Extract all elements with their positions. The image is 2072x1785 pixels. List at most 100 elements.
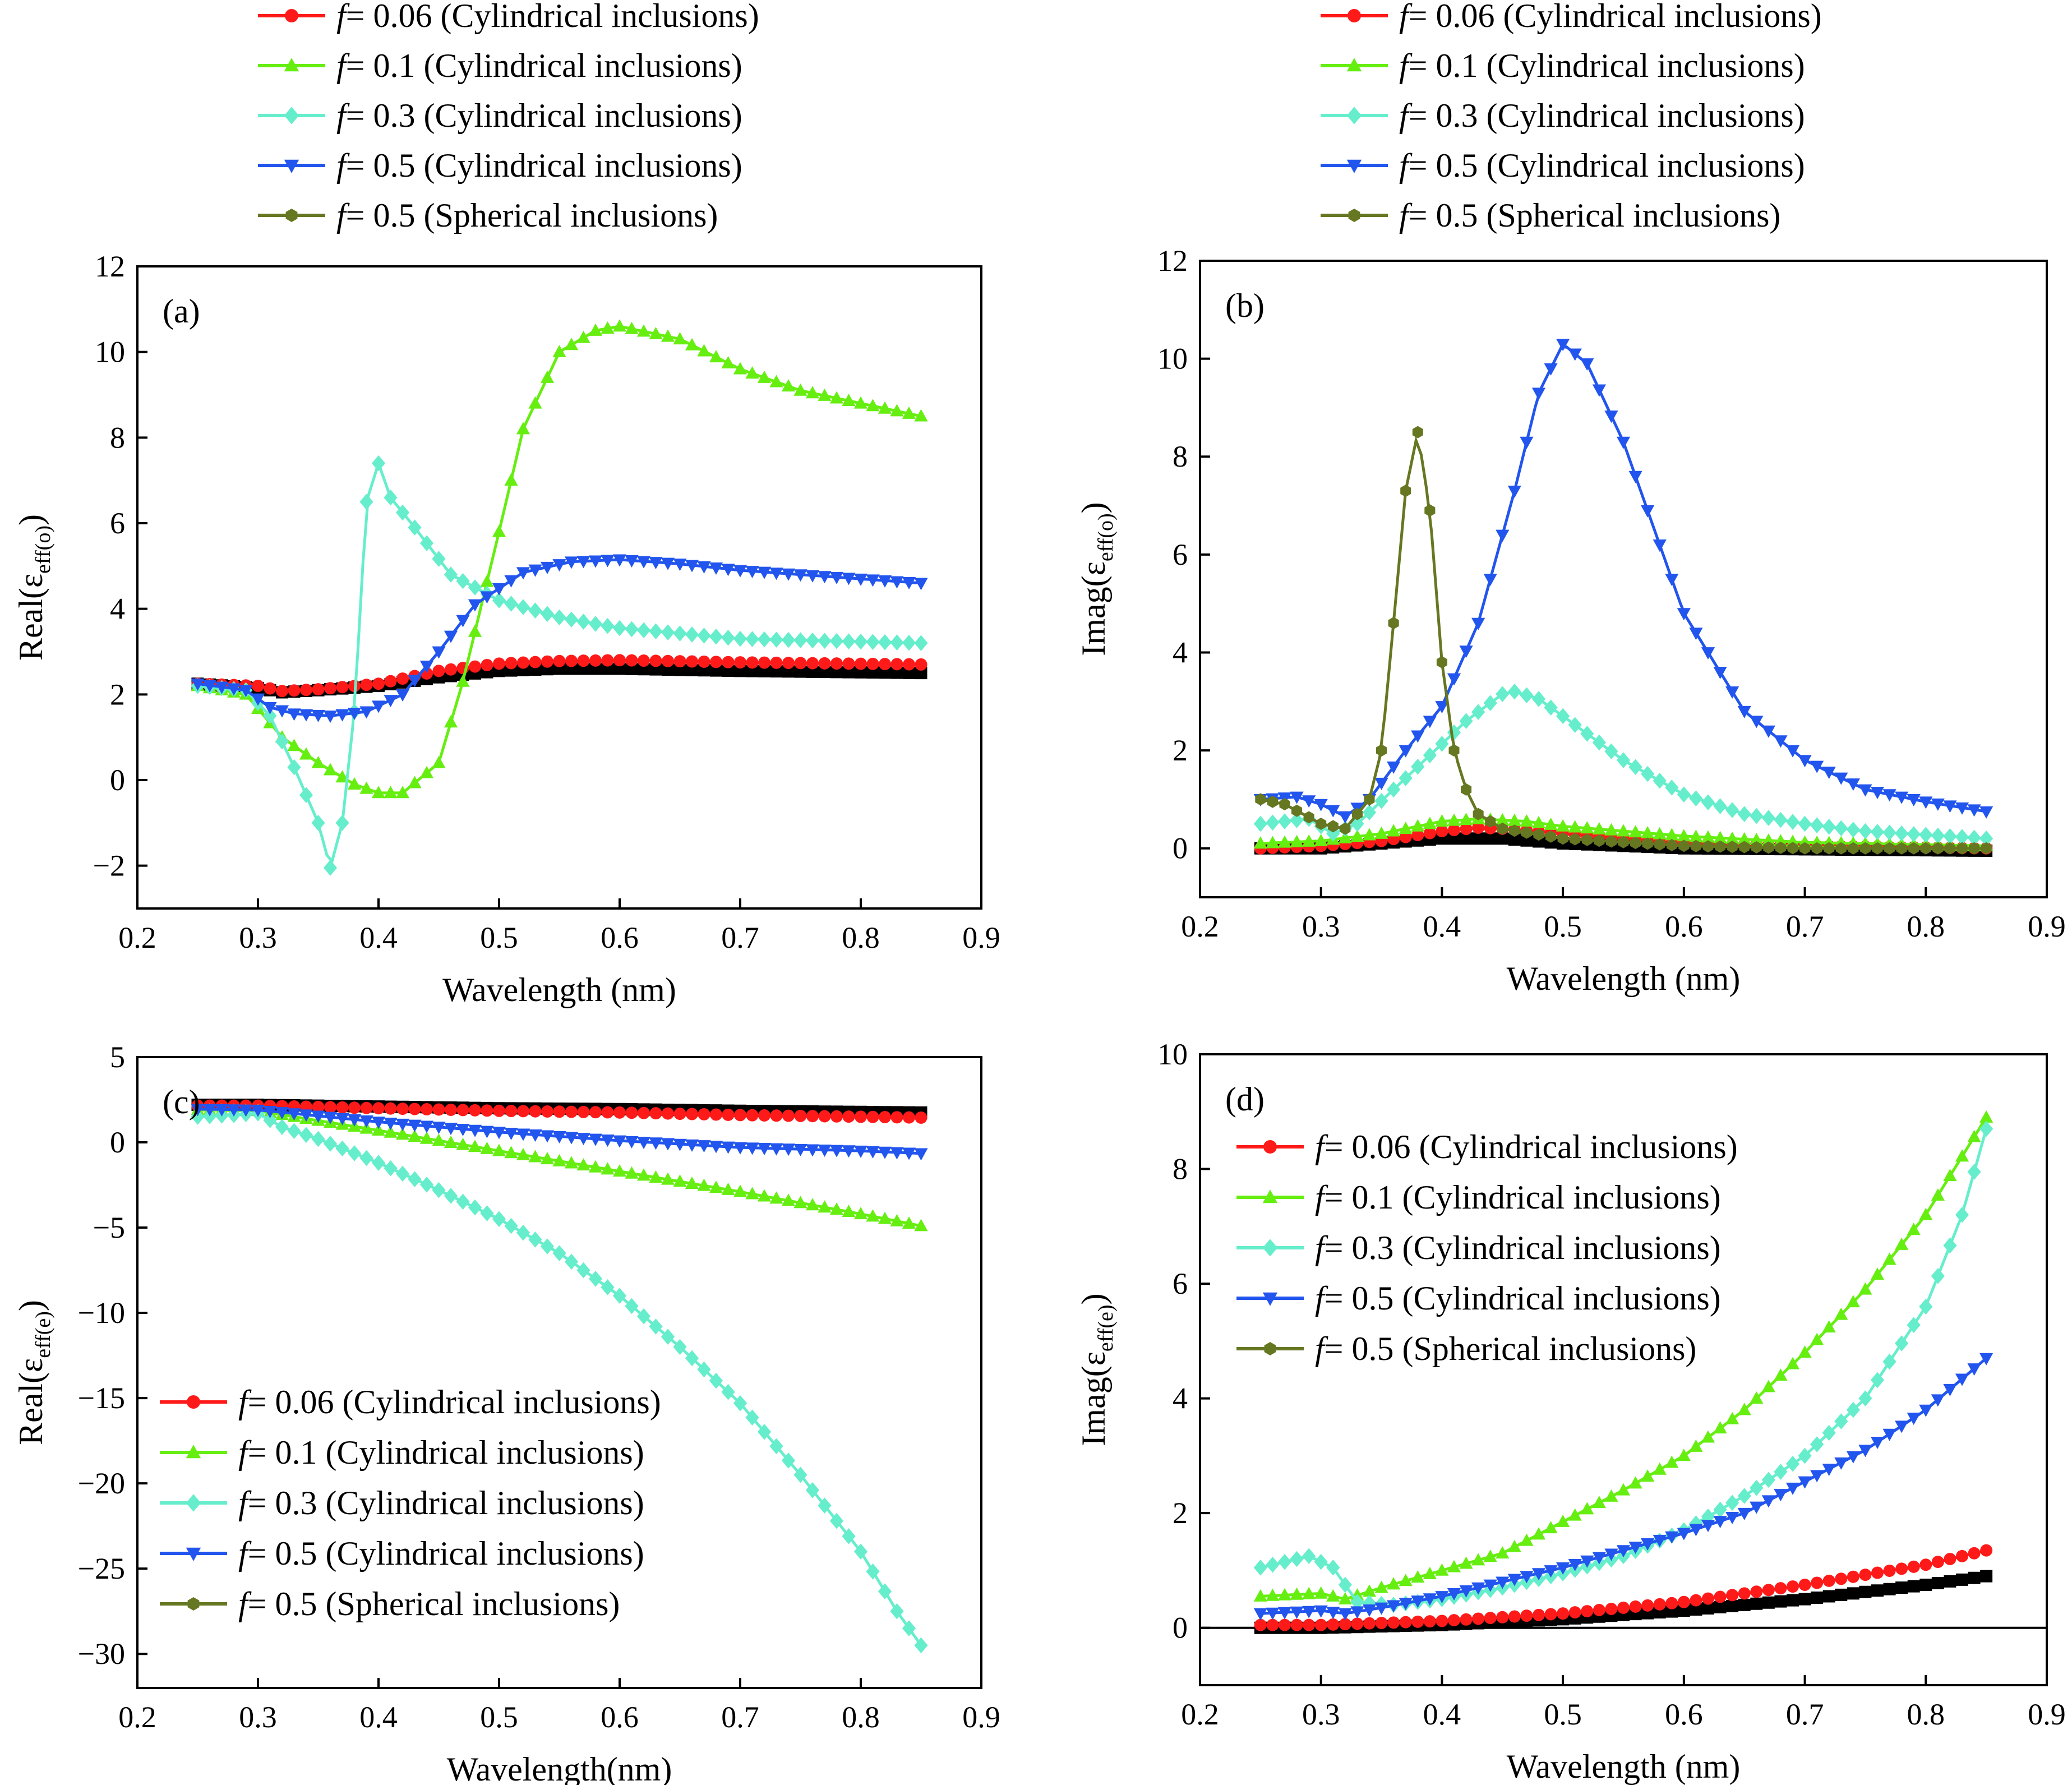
data-point xyxy=(227,683,241,696)
data-point xyxy=(636,324,651,337)
data-point xyxy=(1762,1596,1775,1609)
data-point xyxy=(1847,1587,1859,1600)
data-point xyxy=(1496,1576,1510,1589)
data-point xyxy=(1956,1573,1968,1586)
data-point xyxy=(769,631,783,648)
y-tick-label: 4 xyxy=(1173,635,1188,669)
data-point xyxy=(468,1124,482,1137)
data-point xyxy=(1895,825,1909,842)
data-point xyxy=(1931,1394,1945,1407)
data-point xyxy=(1592,1496,1606,1509)
data-point xyxy=(492,1127,506,1140)
data-point xyxy=(915,658,927,671)
data-point xyxy=(299,747,313,760)
data-point xyxy=(902,1216,916,1229)
y-tick-label: 10 xyxy=(95,335,125,369)
data-point xyxy=(1592,822,1606,834)
plot-frame xyxy=(1199,260,2048,898)
data-point xyxy=(1314,1605,1328,1618)
panel-label: (c) xyxy=(163,1083,200,1120)
y-tick-label: −5 xyxy=(93,1211,125,1244)
data-point xyxy=(1616,1483,1631,1496)
data-point xyxy=(1423,817,1437,829)
data-point xyxy=(1979,806,1993,819)
data-point xyxy=(299,787,313,804)
legend-panel-b: f= 0.06 (Cylindrical inclusions) f= 0.1 (… xyxy=(1321,0,1822,234)
data-point xyxy=(1955,802,1969,815)
data-point xyxy=(878,1146,892,1159)
data-point xyxy=(866,399,880,412)
data-point xyxy=(1277,1588,1292,1600)
data-point xyxy=(1835,1572,1848,1585)
data-point xyxy=(733,630,747,647)
data-point xyxy=(769,1143,783,1156)
data-point xyxy=(721,564,735,576)
data-point xyxy=(1737,1403,1751,1415)
data-point xyxy=(1580,821,1594,834)
data-point xyxy=(829,571,844,584)
data-point xyxy=(347,1114,362,1127)
data-point xyxy=(1834,1457,1848,1470)
data-point xyxy=(866,1146,880,1159)
data-point xyxy=(1568,820,1582,833)
data-point xyxy=(323,763,338,776)
data-point xyxy=(432,755,446,768)
legend-text: = 0.5 (Cylindrical inclusions) xyxy=(1325,1280,1721,1317)
data-point xyxy=(1545,830,1557,843)
data-point xyxy=(1785,814,1800,830)
series-f01 xyxy=(191,319,928,799)
data-point xyxy=(516,567,530,580)
data-point xyxy=(649,623,663,640)
legend-marker xyxy=(1262,1189,1278,1203)
data-point xyxy=(492,583,506,596)
data-point xyxy=(202,680,217,693)
data-point xyxy=(1677,608,1691,621)
data-point xyxy=(1653,539,1667,552)
data-point xyxy=(1399,1598,1413,1611)
series-f05c xyxy=(191,1104,928,1161)
y-axis-label: Real(εeff(o)) xyxy=(12,514,55,661)
data-point xyxy=(1471,1582,1485,1595)
data-point xyxy=(721,629,735,646)
legend-entry: f= 0.5 (Spherical inclusions) xyxy=(1236,1330,1696,1367)
data-point xyxy=(1677,829,1691,842)
data-point xyxy=(1810,1470,1824,1483)
data-point xyxy=(1326,805,1340,818)
data-point xyxy=(878,634,892,651)
data-point xyxy=(1967,829,1981,846)
data-point xyxy=(1279,798,1290,811)
x-tick-label: 0.5 xyxy=(480,1700,518,1734)
data-point xyxy=(359,1150,373,1166)
y-axis-label-part: eff(e) xyxy=(31,1311,55,1358)
legend-label: f= 0.1 (Cylindrical inclusions) xyxy=(1315,1179,1721,1216)
data-point xyxy=(384,786,398,799)
data-point xyxy=(1969,842,1980,855)
data-point xyxy=(1895,1581,1908,1594)
data-point xyxy=(818,1145,832,1157)
data-point xyxy=(1713,1501,1727,1518)
data-point xyxy=(1785,1455,1800,1472)
data-point xyxy=(396,672,409,685)
data-point xyxy=(829,633,844,649)
data-point xyxy=(540,370,555,383)
data-point xyxy=(842,657,855,670)
data-point xyxy=(1580,358,1594,371)
data-point xyxy=(673,332,687,345)
data-point xyxy=(673,663,686,676)
data-point xyxy=(1884,842,1895,855)
legend-entry: f= 0.06 (Cylindrical inclusions) xyxy=(1236,1128,1738,1165)
data-point xyxy=(1520,1609,1533,1622)
legend-text: = 0.5 (Cylindrical inclusions) xyxy=(248,1535,644,1572)
legend-label: f= 0.5 (Cylindrical inclusions) xyxy=(1399,147,1805,184)
legend-text: = 0.1 (Cylindrical inclusions) xyxy=(1409,47,1805,84)
data-point xyxy=(1399,822,1413,834)
data-point xyxy=(1834,772,1848,785)
data-point xyxy=(1725,802,1739,818)
data-point xyxy=(456,1193,470,1210)
data-point xyxy=(504,1217,518,1234)
data-point xyxy=(1919,1558,1932,1571)
data-point xyxy=(769,375,783,388)
data-point xyxy=(1979,830,1993,847)
data-point xyxy=(1919,827,1933,843)
data-point xyxy=(1496,529,1510,542)
